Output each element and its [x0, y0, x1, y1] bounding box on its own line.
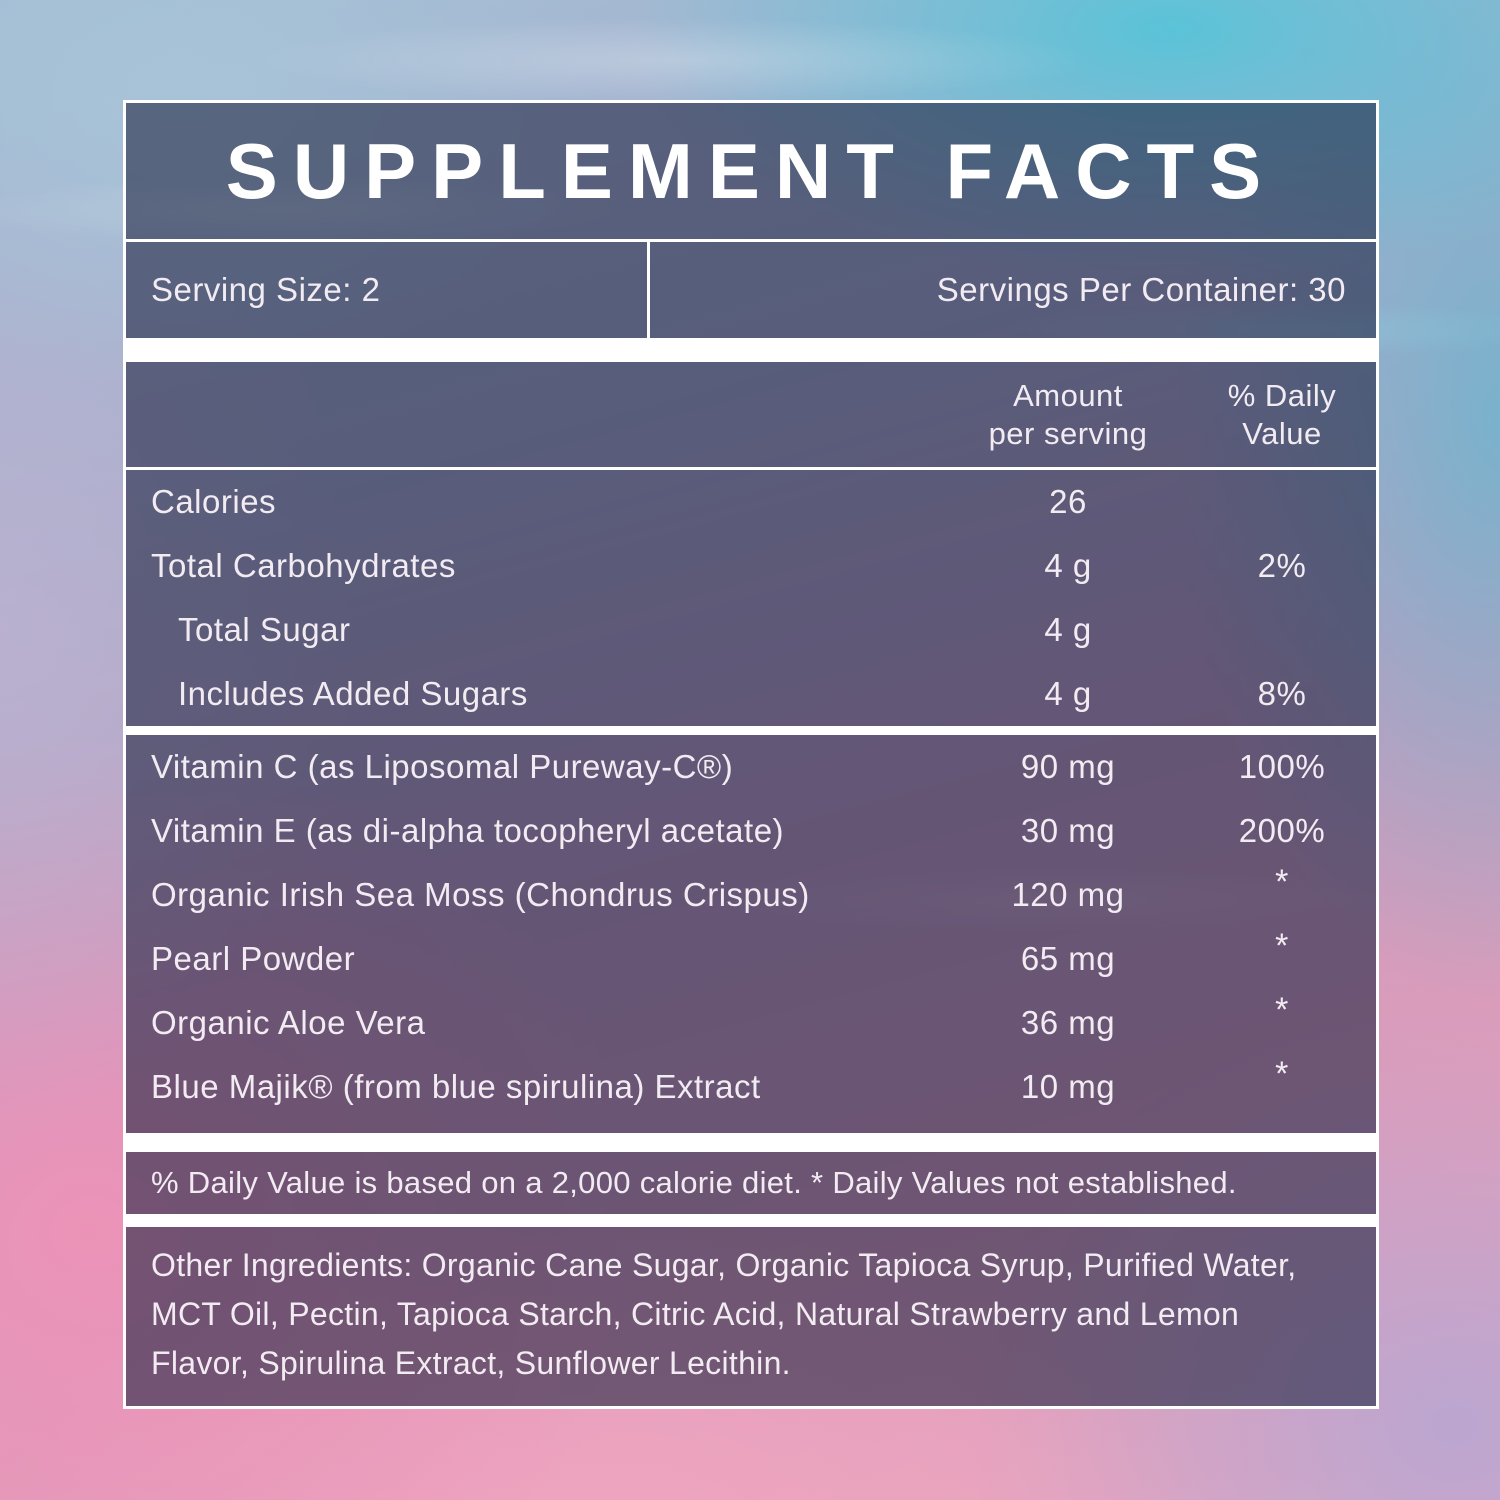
divider-band [123, 1136, 1379, 1149]
supplement-facts-label: SUPPLEMENT FACTS Serving Size: 2 Serving… [123, 100, 1379, 1409]
other-ingredients-panel: Other Ingredients: Organic Cane Sugar, O… [123, 1224, 1379, 1409]
other-ingredients-text: Other Ingredients: Organic Cane Sugar, O… [151, 1247, 1297, 1381]
facts-header: Amount per serving % Daily Value [126, 362, 1376, 470]
amount-value: 4 g [1044, 547, 1092, 584]
amount-value: 65 mg [1020, 940, 1116, 977]
ingredient-name: Organic Irish Sea Moss (Chondrus Crispus… [151, 876, 810, 913]
daily-value-header: % Daily Value [1227, 377, 1337, 451]
nutrient-name: Calories [151, 483, 277, 520]
amount-header: Amount per serving [988, 377, 1148, 451]
serving-size: Serving Size: 2 [126, 242, 650, 338]
ingredient-row: Pearl Powder 65 mg * [126, 927, 1376, 991]
page-title: SUPPLEMENT FACTS [225, 126, 1277, 215]
daily-value: 200% [1238, 812, 1326, 849]
ingredient-row: Organic Irish Sea Moss (Chondrus Crispus… [126, 863, 1376, 927]
ingredient-name: Vitamin E (as di-alpha tocopheryl acetat… [151, 812, 785, 849]
nutrient-row: Total Carbohydrates 4 g 2% [126, 534, 1376, 598]
panel-bottom-padding [126, 1119, 1376, 1133]
ingredient-name: Blue Majik® (from blue spirulina) Extrac… [151, 1068, 761, 1105]
amount-value: 26 [1049, 483, 1087, 520]
nutrient-name: Total Sugar [178, 611, 351, 648]
amount-value: 120 mg [1011, 876, 1125, 913]
title-serving-panel: SUPPLEMENT FACTS Serving Size: 2 Serving… [123, 100, 1379, 341]
nutrient-row: Calories 26 [126, 470, 1376, 534]
ingredient-row: Vitamin C (as Liposomal Pureway-C®) 90 m… [126, 735, 1376, 799]
daily-value: 2% [1257, 547, 1307, 584]
ingredient-row: Blue Majik® (from blue spirulina) Extrac… [126, 1055, 1376, 1119]
daily-value: 8% [1257, 675, 1307, 712]
ingredient-row: Organic Aloe Vera 36 mg * [126, 991, 1376, 1055]
daily-value: * [1275, 990, 1289, 1029]
amount-value: 4 g [1044, 675, 1092, 712]
daily-value: 100% [1238, 748, 1326, 785]
amount-value: 10 mg [1020, 1068, 1116, 1105]
nutrient-row: Total Sugar 4 g [126, 598, 1376, 662]
ingredient-name: Vitamin C (as Liposomal Pureway-C®) [151, 748, 734, 785]
nutrient-row: Includes Added Sugars 4 g 8% [126, 662, 1376, 726]
divider-band [123, 1217, 1379, 1224]
daily-value: * [1275, 1054, 1289, 1093]
footnote-panel: % Daily Value is based on a 2,000 calori… [123, 1149, 1379, 1217]
nutrient-name: Total Carbohydrates [151, 547, 456, 584]
amount-value: 36 mg [1020, 1004, 1116, 1041]
daily-value-footnote: % Daily Value is based on a 2,000 calori… [151, 1165, 1237, 1200]
title-bar: SUPPLEMENT FACTS [126, 103, 1376, 242]
ingredient-row: Vitamin E (as di-alpha tocopheryl acetat… [126, 799, 1376, 863]
facts-panel: Amount per serving % Daily Value Calorie… [123, 359, 1379, 1136]
amount-value: 4 g [1044, 611, 1092, 648]
servings-per-container: Servings Per Container: 30 [936, 271, 1346, 308]
ingredient-name: Pearl Powder [151, 940, 356, 977]
daily-value: * [1275, 926, 1289, 965]
serving-row: Serving Size: 2 Servings Per Container: … [126, 242, 1376, 338]
amount-value: 30 mg [1020, 812, 1116, 849]
section-separator [126, 726, 1376, 735]
ingredient-name: Organic Aloe Vera [151, 1004, 426, 1041]
nutrient-name: Includes Added Sugars [178, 675, 528, 712]
divider-band [123, 341, 1379, 359]
amount-value: 90 mg [1020, 748, 1116, 785]
daily-value: * [1275, 862, 1289, 901]
